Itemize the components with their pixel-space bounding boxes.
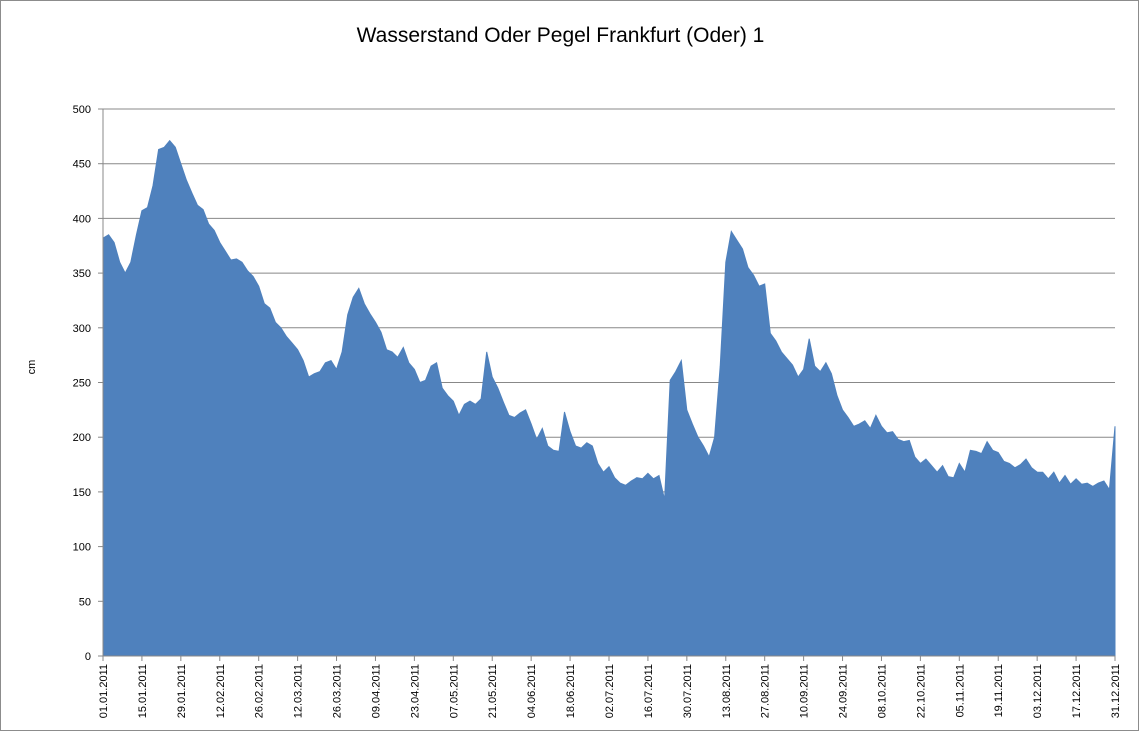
y-tick-label: 500 xyxy=(73,104,91,116)
x-tick-label: 26.03.2011 xyxy=(332,664,344,718)
y-tick-label: 400 xyxy=(73,213,91,225)
x-tick-label: 12.03.2011 xyxy=(293,664,305,718)
y-tick-label: 250 xyxy=(73,378,91,390)
x-tick-label: 09.04.2011 xyxy=(370,664,382,718)
x-tick-label: 17.12.2011 xyxy=(1071,664,1083,718)
y-tick-label: 200 xyxy=(73,432,91,444)
x-tick-label: 27.08.2011 xyxy=(760,664,772,718)
y-tick-labels: 0 50 100 150 200 250 300 350 400 450 500 xyxy=(73,104,91,663)
x-tick-label: 08.10.2011 xyxy=(876,664,888,718)
x-tick-label: 16.07.2011 xyxy=(643,664,655,718)
x-tick-label: 26.02.2011 xyxy=(254,664,266,718)
x-tick-label: 24.09.2011 xyxy=(838,664,850,718)
x-tick-label: 05.11.2011 xyxy=(954,664,966,717)
y-tick-label: 300 xyxy=(73,323,91,335)
x-tick-label: 23.04.2011 xyxy=(409,664,421,718)
x-tick-label: 15.01.2011 xyxy=(137,664,149,718)
series-area xyxy=(102,139,1116,657)
chart-title: Wasserstand Oder Pegel Frankfurt (Oder) … xyxy=(356,24,765,47)
x-tick-label: 22.10.2011 xyxy=(915,664,927,718)
x-tick-label: 21.05.2011 xyxy=(487,664,499,718)
y-tick-label: 450 xyxy=(73,159,91,171)
y-tick-label: 50 xyxy=(79,596,91,608)
x-tick-label: 18.06.2011 xyxy=(565,664,577,718)
x-tick-label: 31.12.2011 xyxy=(1110,664,1122,718)
y-tick-label: 100 xyxy=(73,542,91,554)
x-tick-label: 13.08.2011 xyxy=(721,664,733,718)
x-tick-label: 07.05.2011 xyxy=(448,664,460,718)
x-tick-label: 30.07.2011 xyxy=(682,664,694,718)
x-tick-label: 19.11.2011 xyxy=(993,664,1005,717)
x-tick-label: 01.01.2011 xyxy=(98,664,110,718)
axes xyxy=(102,109,1116,661)
x-tick-label: 02.07.2011 xyxy=(604,664,616,718)
y-tick-label: 0 xyxy=(85,651,91,663)
x-tick-label: 04.06.2011 xyxy=(526,664,538,718)
x-tick-label: 12.02.2011 xyxy=(215,664,227,718)
y-tick-label: 350 xyxy=(73,268,91,280)
x-tick-labels: 01.01.2011 15.01.2011 29.01.2011 12.02.2011… xyxy=(98,664,1122,718)
y-tick-label: 150 xyxy=(73,487,91,499)
x-tick-label: 10.09.2011 xyxy=(799,664,811,718)
x-tick-label: 03.12.2011 xyxy=(1032,664,1044,718)
x-tick-label: 29.01.2011 xyxy=(176,664,188,718)
